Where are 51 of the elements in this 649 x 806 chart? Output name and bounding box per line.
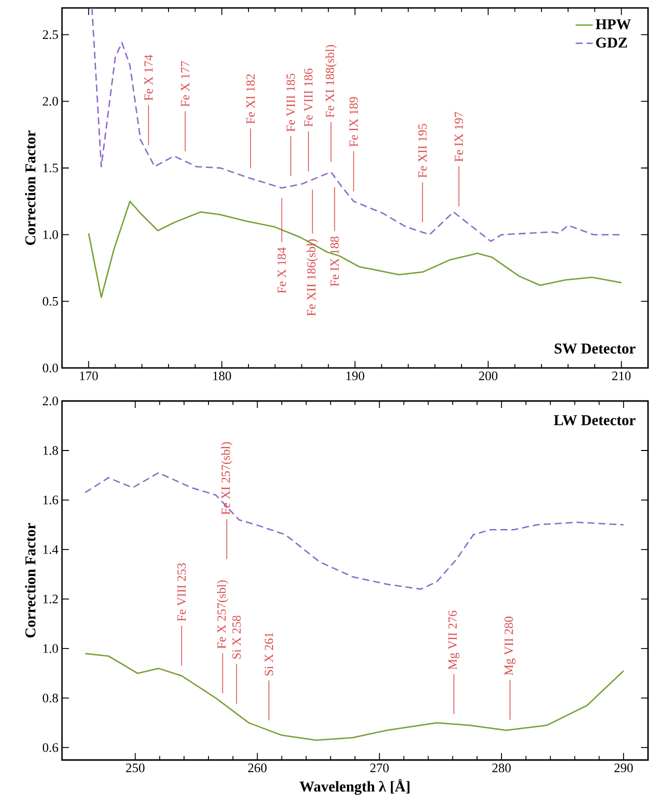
y-tick-label: 1.6 xyxy=(43,496,58,504)
y-tick-label: 1.4 xyxy=(43,545,58,554)
ref-line-label: Si X 258 xyxy=(232,616,241,659)
ref-line-label: Fe X 177 xyxy=(181,61,190,107)
x-tick-label: 190 xyxy=(346,372,364,380)
ref-line-label: Fe IX 197 xyxy=(454,112,464,162)
ref-line-label: Fe XII 186(sbl) xyxy=(306,239,318,316)
x-tick-label: 210 xyxy=(612,372,631,380)
ref-line-label: Fe VIII 253 xyxy=(177,563,186,622)
annotation: SW Detector xyxy=(554,344,636,354)
ref-line-label: Fe X 184 xyxy=(278,247,286,294)
ref-line-label: Si X 261 xyxy=(264,632,274,676)
y-tick-label: 2.0 xyxy=(42,96,58,106)
y-tick-label: 1.0 xyxy=(43,644,58,653)
y-tick-label: 2.5 xyxy=(42,30,58,40)
y-axis-title: Correction Factor xyxy=(24,130,36,245)
x-tick-label: 270 xyxy=(370,764,389,772)
line-series xyxy=(88,200,622,298)
ref-line-label: Fe IX 189 xyxy=(349,97,358,147)
ref-line-label: Fe XII 195 xyxy=(418,124,427,178)
y-tick-label: 0.8 xyxy=(42,694,58,702)
ref-line-label: Fe X 174 xyxy=(144,54,153,101)
y-axis-title: Correction Factor xyxy=(24,523,36,638)
x-tick-label: 260 xyxy=(248,764,267,772)
ref-line-label: Fe XI 257(sbl) xyxy=(221,442,232,515)
y-tick-label: 0.6 xyxy=(42,743,58,752)
ref-line-label: Fe IX 188 xyxy=(330,236,339,286)
y-tick-label: 2.0 xyxy=(42,396,58,406)
legend-label: HPW xyxy=(596,19,631,30)
ref-line-label: Fe X 257(sbl) xyxy=(217,580,228,649)
y-tick-label: 1.0 xyxy=(43,230,58,240)
x-axis-title: Wavelength λ [Å] xyxy=(300,779,410,795)
y-tick-label: 0.5 xyxy=(42,296,58,306)
x-tick-label: 280 xyxy=(492,764,511,772)
ref-line-label: Fe XI 188(sbl) xyxy=(325,45,337,118)
x-tick-label: 180 xyxy=(213,372,232,380)
x-tick-label: 250 xyxy=(126,764,144,772)
y-tick-label: 1.5 xyxy=(43,164,58,172)
ref-line-label: Fe XI 182 xyxy=(246,74,255,124)
x-tick-label: 200 xyxy=(479,372,498,380)
ref-line-label: Fe VIII 185 xyxy=(286,74,296,132)
x-tick-label: 290 xyxy=(614,764,633,772)
annotation: LW Detector xyxy=(554,415,636,426)
ref-line-label: Mg VII 276 xyxy=(448,610,460,670)
y-tick-label: 1.2 xyxy=(43,594,58,604)
y-tick-label: 0.0 xyxy=(42,364,58,372)
legend-label: GDZ xyxy=(596,38,628,48)
ref-line-label: Fe VIII 186 xyxy=(304,68,313,127)
ref-line-label: Mg VII 280 xyxy=(504,616,516,676)
y-tick-label: 1.8 xyxy=(43,446,58,455)
x-tick-label: 170 xyxy=(80,372,98,380)
